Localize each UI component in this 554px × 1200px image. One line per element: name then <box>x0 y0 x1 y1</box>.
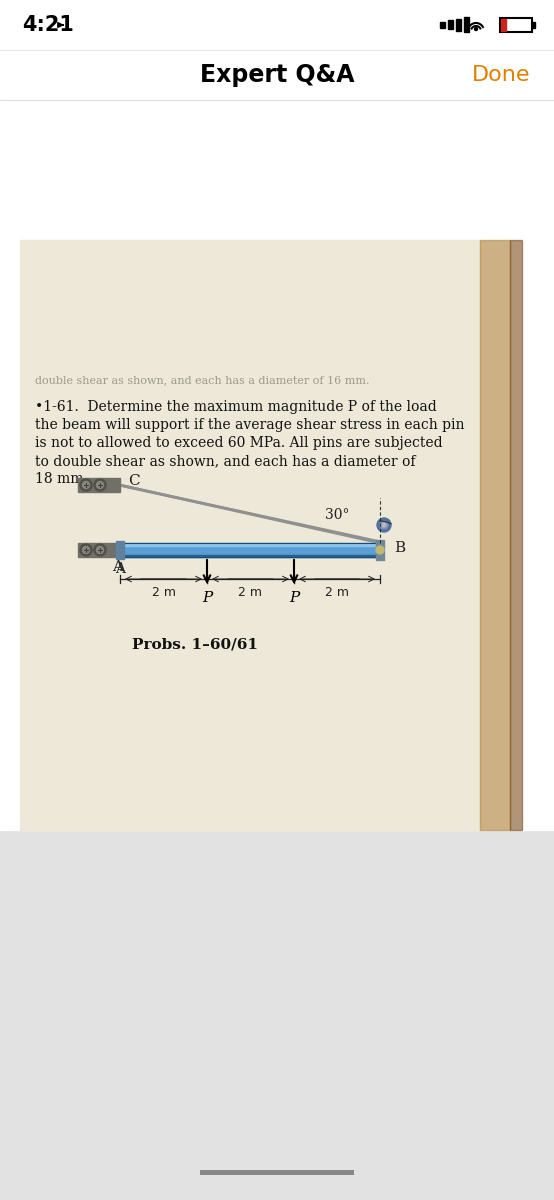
Text: B: B <box>394 541 405 554</box>
Bar <box>510 240 522 830</box>
Bar <box>78 478 120 492</box>
Circle shape <box>382 523 386 527</box>
Circle shape <box>94 544 106 556</box>
Bar <box>0 0 554 50</box>
Circle shape <box>83 546 90 553</box>
Bar <box>20 240 480 830</box>
Text: Done: Done <box>471 65 530 85</box>
Circle shape <box>94 479 106 491</box>
Text: •1-61.  Determine the maximum magnitude P of the load: •1-61. Determine the maximum magnitude P… <box>35 400 437 414</box>
Bar <box>120 542 380 557</box>
Text: 4:21: 4:21 <box>22 14 74 35</box>
Bar <box>0 50 554 100</box>
Bar <box>480 240 510 830</box>
Bar <box>120 554 380 557</box>
Bar <box>116 541 124 559</box>
Text: A: A <box>112 560 124 574</box>
Text: 2 m: 2 m <box>151 586 176 599</box>
Circle shape <box>474 28 478 30</box>
Text: C: C <box>128 474 140 488</box>
Bar <box>464 17 469 32</box>
Bar <box>120 542 380 546</box>
Bar <box>120 542 380 557</box>
Circle shape <box>96 546 104 553</box>
Text: 18 mm.: 18 mm. <box>35 472 88 486</box>
Circle shape <box>377 518 391 532</box>
Bar <box>440 22 445 28</box>
Text: Probs. 1–60/61: Probs. 1–60/61 <box>132 638 258 652</box>
Bar <box>448 20 453 29</box>
Circle shape <box>80 544 92 556</box>
Text: 2 m: 2 m <box>325 586 349 599</box>
Text: P: P <box>202 590 212 605</box>
Text: to double shear as shown, and each has a diameter of: to double shear as shown, and each has a… <box>35 454 416 468</box>
Circle shape <box>80 479 92 491</box>
Bar <box>0 830 554 1200</box>
Bar <box>456 19 461 31</box>
Circle shape <box>376 546 384 554</box>
Text: is not to allowed to exceed 60 MPa. All pins are subjected: is not to allowed to exceed 60 MPa. All … <box>35 436 443 450</box>
Circle shape <box>83 481 90 488</box>
Text: double shear as shown, and each has a diameter of 16 mm.: double shear as shown, and each has a di… <box>35 374 370 385</box>
Text: 30°: 30° <box>325 508 350 522</box>
Bar <box>78 542 120 557</box>
Text: 2 m: 2 m <box>239 586 263 599</box>
Bar <box>501 19 506 31</box>
Bar <box>200 1170 354 1175</box>
Text: A: A <box>115 562 125 576</box>
Text: Expert Q&A: Expert Q&A <box>200 62 354 86</box>
Circle shape <box>96 481 104 488</box>
Text: the beam will support if the average shear stress in each pin: the beam will support if the average she… <box>35 418 464 432</box>
Bar <box>0 0 554 830</box>
Text: P: P <box>289 590 299 605</box>
Circle shape <box>380 521 388 529</box>
Bar <box>532 22 535 28</box>
Bar <box>500 18 532 32</box>
Bar <box>376 540 384 560</box>
